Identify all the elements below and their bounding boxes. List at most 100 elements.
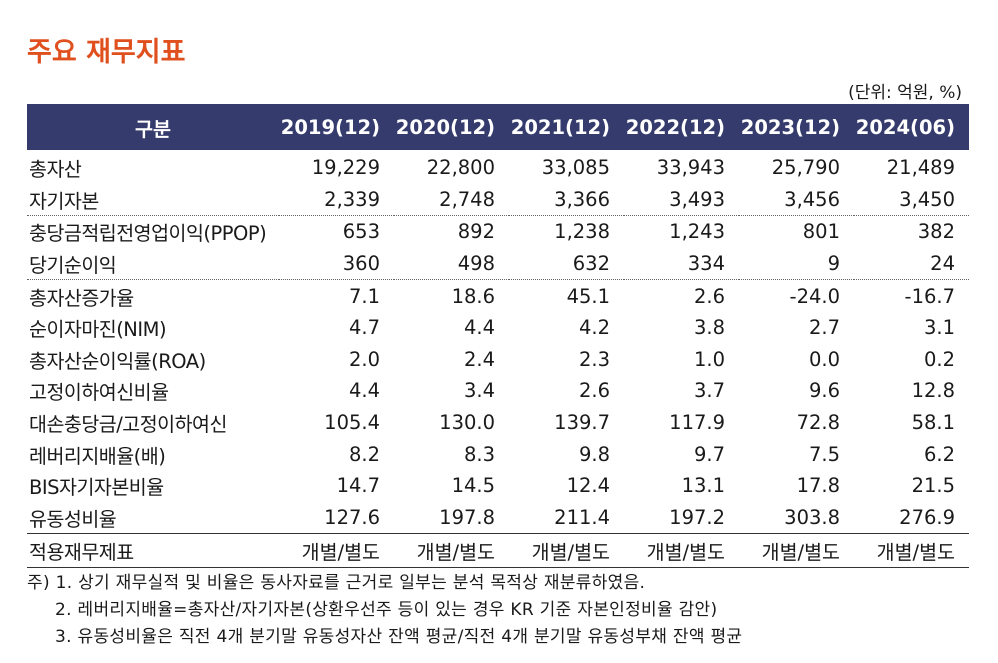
table-row: BIS자기자본비율 14.7 14.5 12.4 13.1 17.8 21.5 [27, 470, 969, 502]
table-cell: 58.1 [911, 411, 955, 435]
page-title: 주요 재무지표 [27, 37, 186, 68]
row-label: 총자산 [29, 158, 82, 182]
table-cell: 211.4 [509, 501, 624, 535]
table-cell: 14.7 [336, 474, 380, 498]
row-label: 대손충당금/고정이하여신 [29, 413, 227, 437]
table-row: 고정이하여신비율 4.4 3.4 2.6 3.7 9.6 12.8 [27, 375, 969, 407]
table-cell: 8.3 [463, 442, 495, 466]
table-cell: 8.2 [348, 442, 380, 466]
row-label: BIS자기자본비율 [29, 476, 164, 500]
row-label: 고정이하여신비율 [29, 381, 169, 405]
table-cell: 13.1 [681, 474, 725, 498]
table-row: 레버리지배율(배) 8.2 8.3 9.8 9.7 7.5 6.2 [27, 438, 969, 470]
table-row: 총자산증가율 7.1 18.6 45.1 2.6 -24.0 -16.7 [27, 280, 969, 312]
unit-note: (단위: 억원, %) [848, 83, 962, 103]
table-cell: 276.9 [854, 501, 969, 535]
table-cell: 17.8 [796, 474, 840, 498]
table-cell: 25,790 [771, 156, 840, 180]
table-cell: 4.2 [578, 316, 610, 340]
table-cell: 12.8 [911, 379, 955, 403]
header-year: 2021(12) [509, 104, 624, 150]
table-row: 총자산 19,229 22,800 33,085 33,943 25,790 21,489 [27, 150, 969, 184]
table-cell: 3,456 [739, 183, 854, 217]
table-cell: 9.7 [693, 442, 725, 466]
table-cell: -24.0 [789, 284, 840, 308]
header-category: 구분 [27, 104, 279, 150]
table-cell: 개별/별도 [279, 533, 394, 569]
table-cell: 14.5 [451, 474, 495, 498]
row-label: 순이자마진(NIM) [29, 318, 167, 342]
table-cell: 72.8 [796, 411, 840, 435]
table-header-row: 구분 2019(12) 2020(12) 2021(12) 2022(12) 2… [27, 104, 969, 150]
footnotes: 주) 1. 상기 재무실적 및 비율은 동사자료를 근거로 일부는 분석 목적상… [27, 570, 742, 651]
header-year: 2020(12) [394, 104, 509, 150]
table-cell: 개별/별도 [854, 533, 969, 569]
table-row: 당기순이익 360 498 632 334 9 24 [27, 247, 969, 281]
row-label: 충당금적립전영업이익(PPOP) [29, 222, 267, 246]
row-label: 총자산증가율 [29, 286, 134, 310]
table-row: 유동성비율 127.6 197.8 211.4 197.2 303.8 276.9 [27, 501, 969, 535]
table-cell: 2,748 [394, 183, 509, 217]
table-cell: 9.8 [578, 442, 610, 466]
table-cell: 1.0 [693, 347, 725, 371]
table-cell: 4.4 [463, 316, 495, 340]
table-cell: 334 [624, 247, 739, 281]
row-label: 당기순이익 [27, 247, 279, 281]
header-year: 2024(06) [854, 104, 969, 150]
table-cell: 7.5 [808, 442, 840, 466]
row-label: 총자산순이익률(ROA) [29, 349, 206, 373]
header-year: 2019(12) [279, 104, 394, 150]
table-cell: 개별/별도 [394, 533, 509, 569]
table-cell: 130.0 [439, 411, 495, 435]
table-cell: 3,450 [854, 183, 969, 217]
table-cell: 2.7 [808, 316, 840, 340]
table-cell: 7.1 [348, 284, 380, 308]
table-cell: 498 [394, 247, 509, 281]
table-cell: 개별/별도 [739, 533, 854, 569]
table-cell: 1,238 [554, 220, 610, 244]
table-cell: 4.7 [348, 316, 380, 340]
table-row: 순이자마진(NIM) 4.7 4.4 4.2 3.8 2.7 3.1 [27, 312, 969, 344]
table-cell: 382 [917, 220, 955, 244]
table-cell: 801 [802, 220, 840, 244]
row-label: 유동성비율 [27, 501, 279, 535]
table-cell: 892 [457, 220, 495, 244]
table-cell: 303.8 [739, 501, 854, 535]
table-cell: 개별/별도 [509, 533, 624, 569]
footnote: 주) 1. 상기 재무실적 및 비율은 동사자료를 근거로 일부는 분석 목적상… [27, 573, 646, 593]
row-label: 적용재무제표 [27, 533, 279, 569]
table-cell: 12.4 [566, 474, 610, 498]
table-row: 적용재무제표 개별/별도 개별/별도 개별/별도 개별/별도 개별/별도 개별/별도 [27, 533, 969, 569]
table-cell: 3.7 [693, 379, 725, 403]
table-row: 대손충당금/고정이하여신 105.4 130.0 139.7 117.9 72.8 58.1 [27, 407, 969, 439]
table-cell: 2.0 [348, 347, 380, 371]
table-row: 총자산순이익률(ROA) 2.0 2.4 2.3 1.0 0.0 0.2 [27, 344, 969, 376]
table-cell: 6.2 [923, 442, 955, 466]
table-cell: 360 [279, 247, 394, 281]
table-cell: 4.4 [348, 379, 380, 403]
table-cell: 19,229 [311, 156, 380, 180]
table-cell: -16.7 [904, 284, 955, 308]
row-label: 자기자본 [27, 183, 279, 217]
table-cell: 2.3 [578, 347, 610, 371]
financial-table: 구분 2019(12) 2020(12) 2021(12) 2022(12) 2… [27, 104, 969, 569]
footnote: 3. 유동성비율은 직전 4개 분기말 유동성자산 잔액 평균/직전 4개 분기… [55, 627, 743, 647]
table-cell: 197.2 [624, 501, 739, 535]
table-cell: 22,800 [426, 156, 495, 180]
table-cell: 197.8 [394, 501, 509, 535]
table-cell: 139.7 [554, 411, 610, 435]
table-cell: 2.4 [463, 347, 495, 371]
table-cell: 21.5 [911, 474, 955, 498]
table-cell: 18.6 [451, 284, 495, 308]
table-cell: 2.6 [693, 284, 725, 308]
table-cell: 2,339 [279, 183, 394, 217]
table-cell: 653 [342, 220, 380, 244]
table-cell: 33,085 [541, 156, 610, 180]
row-label: 레버리지배율(배) [29, 444, 166, 468]
table-cell: 2.6 [578, 379, 610, 403]
table-cell: 9 [739, 247, 854, 281]
table-cell: 9.6 [808, 379, 840, 403]
table-row: 충당금적립전영업이익(PPOP) 653 892 1,238 1,243 801 382 [27, 216, 969, 248]
table-cell: 3.1 [923, 316, 955, 340]
table-cell: 127.6 [279, 501, 394, 535]
